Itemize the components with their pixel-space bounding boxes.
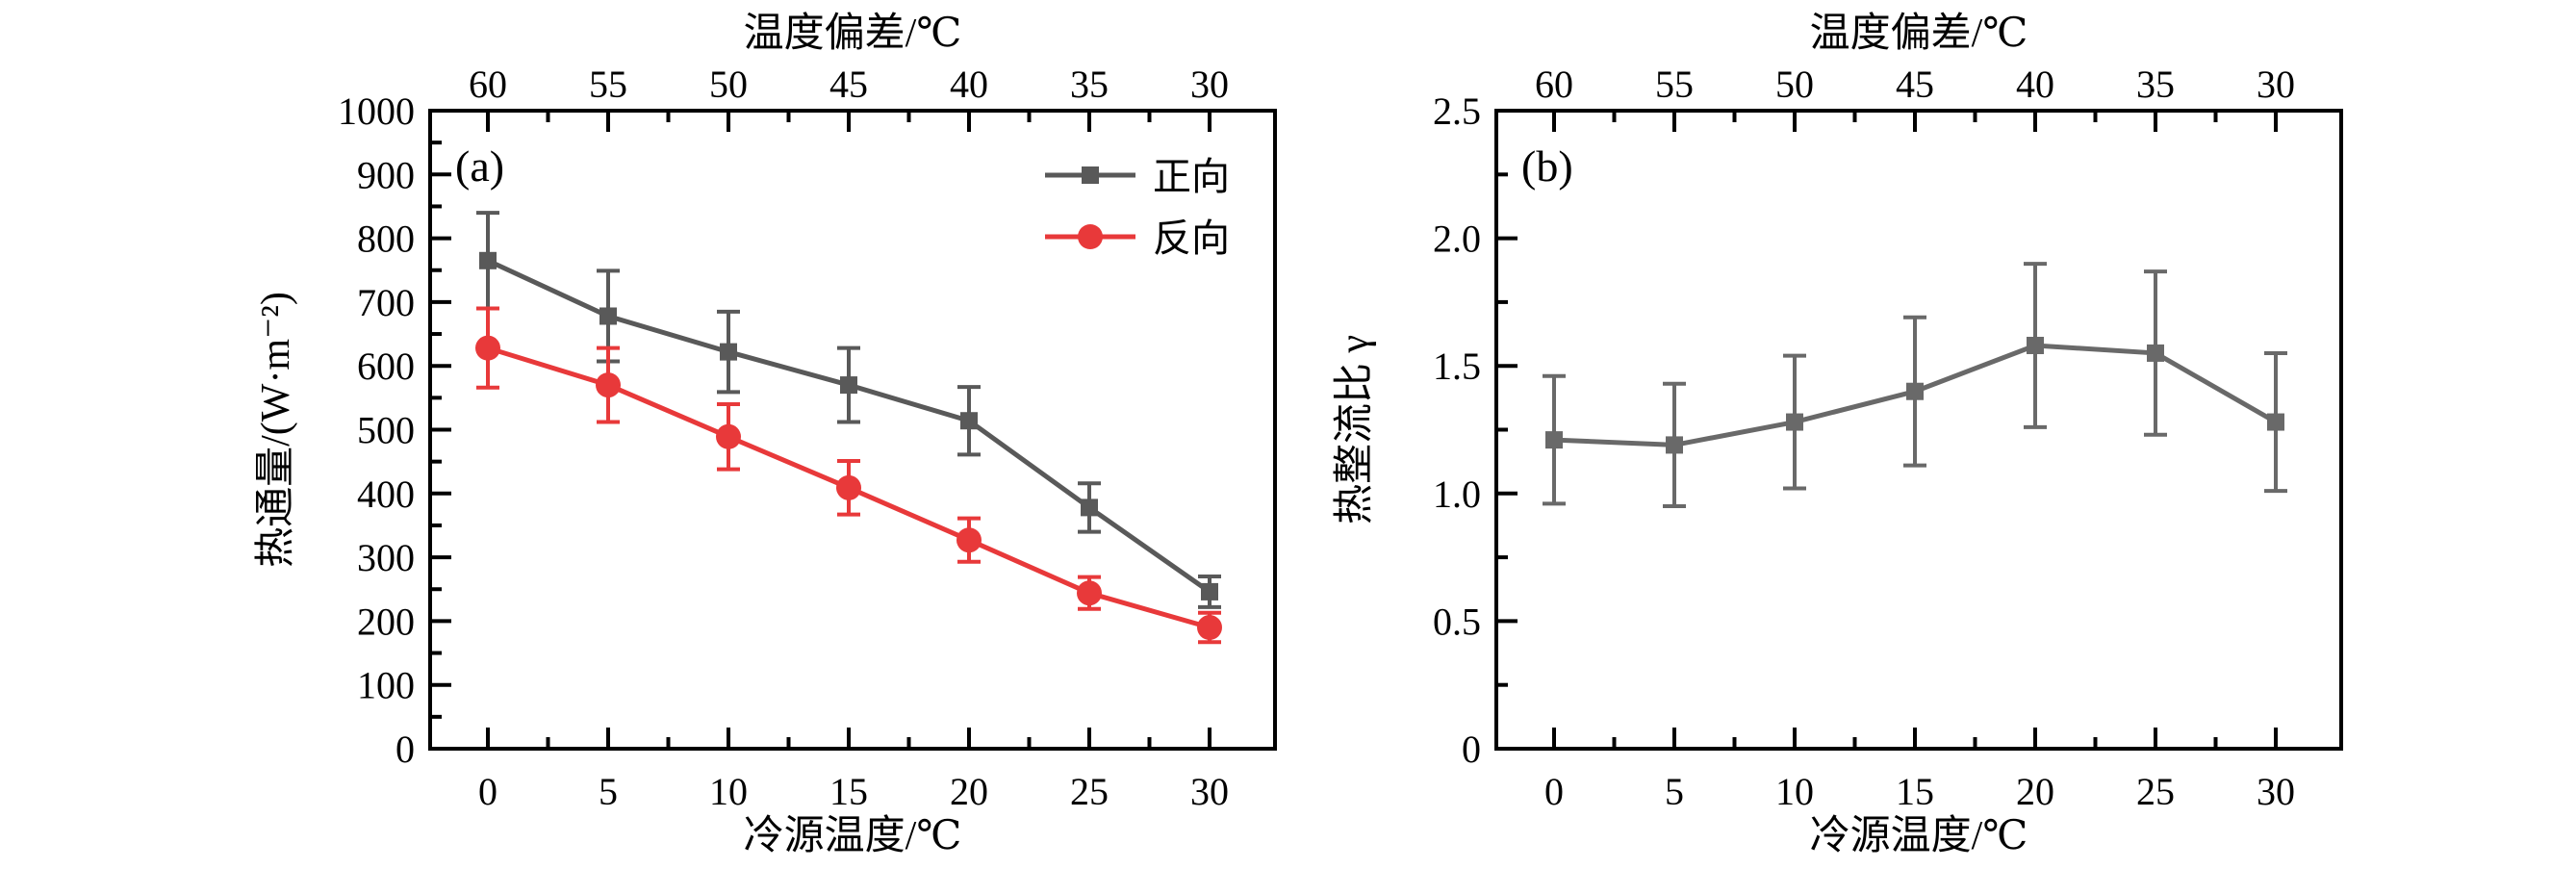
top-axis-tick-label: 35: [2136, 63, 2175, 106]
top-axis-tick-label: 55: [589, 63, 627, 106]
data-point-circle: [956, 527, 982, 553]
y-axis-tick-label: 2.5: [1433, 89, 1481, 133]
y-axis-title: 热通量/(W·m⁻²): [254, 292, 298, 568]
y-axis-title: 热整流比 γ: [1333, 335, 1377, 524]
x-axis-title: 冷源温度/℃: [1810, 814, 2028, 858]
top-axis-tick-label: 50: [709, 63, 748, 106]
legend-item: 正向: [1045, 155, 1230, 198]
y-axis-tick-label: 1.5: [1433, 345, 1481, 388]
x-axis-tick-label: 5: [1665, 770, 1684, 813]
plot-border: [428, 109, 1277, 751]
panel-label: (a): [455, 141, 504, 191]
y-axis-tick-label: 200: [357, 600, 415, 643]
axis-ticks: [430, 109, 1211, 751]
data-point-square: [1545, 431, 1563, 449]
tick-labels: 0 5 10 15 20 25 30 60 55 50 45 40 35 30 0 0.5 1.0 1.5 2.0 2…: [1433, 63, 2295, 813]
y-axis-tick-label: 2.0: [1433, 217, 1481, 261]
y-axis-tick-label: 700: [357, 281, 415, 324]
series-line: [486, 258, 1211, 594]
y-axis-tick-label: 0.5: [1433, 600, 1481, 643]
data-point-square: [1666, 436, 1683, 454]
legend-label: 正向: [1153, 155, 1230, 198]
legend-circle-marker: [1078, 224, 1103, 249]
x-axis-tick-label: 0: [478, 770, 497, 813]
y-axis-tick-label: 100: [357, 664, 415, 707]
series-a-0: [476, 211, 1221, 609]
y-axis-tick-label: 600: [357, 345, 415, 388]
series-a-1: [475, 306, 1222, 645]
data-point-square: [1081, 498, 1098, 517]
x-axis-tick-label: 20: [950, 770, 988, 813]
data-point-circle: [836, 474, 861, 500]
y-axis-tick-label: 0: [395, 728, 415, 771]
x-axis-tick-label: 30: [2257, 770, 2295, 813]
data-point-circle: [1197, 615, 1222, 641]
top-axis-tick-label: 50: [1775, 63, 1814, 106]
top-axis-tick-label: 60: [469, 63, 507, 106]
x-axis-tick-label: 5: [599, 770, 618, 813]
y-axis-tick-label: 800: [357, 217, 415, 261]
panel-label: (b): [1521, 141, 1573, 191]
y-axis-tick-label: 500: [357, 409, 415, 452]
x-axis-tick-label: 25: [1070, 770, 1109, 813]
top-axis-tick-label: 30: [2257, 63, 2295, 106]
data-point-circle: [596, 372, 621, 398]
data-point-circle: [716, 423, 741, 449]
top-axis-tick-label: 30: [1190, 63, 1229, 106]
legend-label: 反向: [1153, 217, 1230, 260]
legend-item: 反向: [1045, 217, 1230, 260]
axis-ticks: [1496, 109, 2278, 751]
x-axis-title: 冷源温度/℃: [744, 814, 962, 858]
y-axis-tick-label: 300: [357, 536, 415, 579]
x-axis-tick-label: 15: [1896, 770, 1934, 813]
top-axis-tick-label: 40: [950, 63, 988, 106]
data-point-circle: [1077, 580, 1102, 606]
x-axis-tick-label: 25: [2136, 770, 2175, 813]
y-axis-tick-label: 900: [357, 153, 415, 196]
chart-b: 0 5 10 15 20 25 30 60 55 50 45 40 35 30 0 0.5 1.0 1.5 2.0 2…: [1333, 12, 2343, 858]
y-axis-tick-label: 1000: [338, 89, 415, 133]
top-axis-tick-label: 40: [2016, 63, 2054, 106]
x-axis-tick-label: 0: [1544, 770, 1564, 813]
data-point-square: [1201, 582, 1218, 601]
data-point-square: [720, 343, 737, 361]
data-point-square: [2147, 344, 2164, 362]
data-point-square: [1906, 382, 1924, 400]
data-point-square: [2027, 336, 2044, 354]
y-axis-tick-label: 0: [1462, 728, 1481, 771]
data-point-square: [1786, 413, 1803, 431]
data-point-square: [2267, 413, 2284, 431]
x-axis-tick-label: 15: [829, 770, 868, 813]
top-axis-title: 温度偏差/℃: [744, 12, 962, 56]
x-axis-tick-label: 10: [709, 770, 748, 813]
top-axis-tick-label: 55: [1655, 63, 1694, 106]
top-axis-title: 温度偏差/℃: [1810, 12, 2028, 56]
data-point-square: [599, 307, 617, 325]
data-point-square: [479, 251, 497, 269]
x-axis-tick-label: 20: [2016, 770, 2054, 813]
x-axis-tick-label: 30: [1190, 770, 1229, 813]
data-point-square: [960, 412, 978, 430]
data-point-square: [840, 376, 857, 395]
plot-border: [1494, 109, 2343, 751]
x-axis-tick-label: 10: [1775, 770, 1814, 813]
y-axis-tick-label: 400: [357, 473, 415, 516]
top-axis-tick-label: 45: [829, 63, 868, 106]
top-axis-tick-label: 45: [1896, 63, 1934, 106]
legend-square-marker: [1082, 166, 1099, 184]
top-axis-tick-label: 35: [1070, 63, 1109, 106]
data-point-circle: [475, 335, 500, 361]
y-axis-tick-label: 1.0: [1433, 473, 1481, 516]
top-axis-tick-label: 60: [1535, 63, 1573, 106]
series-b-0: [1543, 262, 2287, 509]
